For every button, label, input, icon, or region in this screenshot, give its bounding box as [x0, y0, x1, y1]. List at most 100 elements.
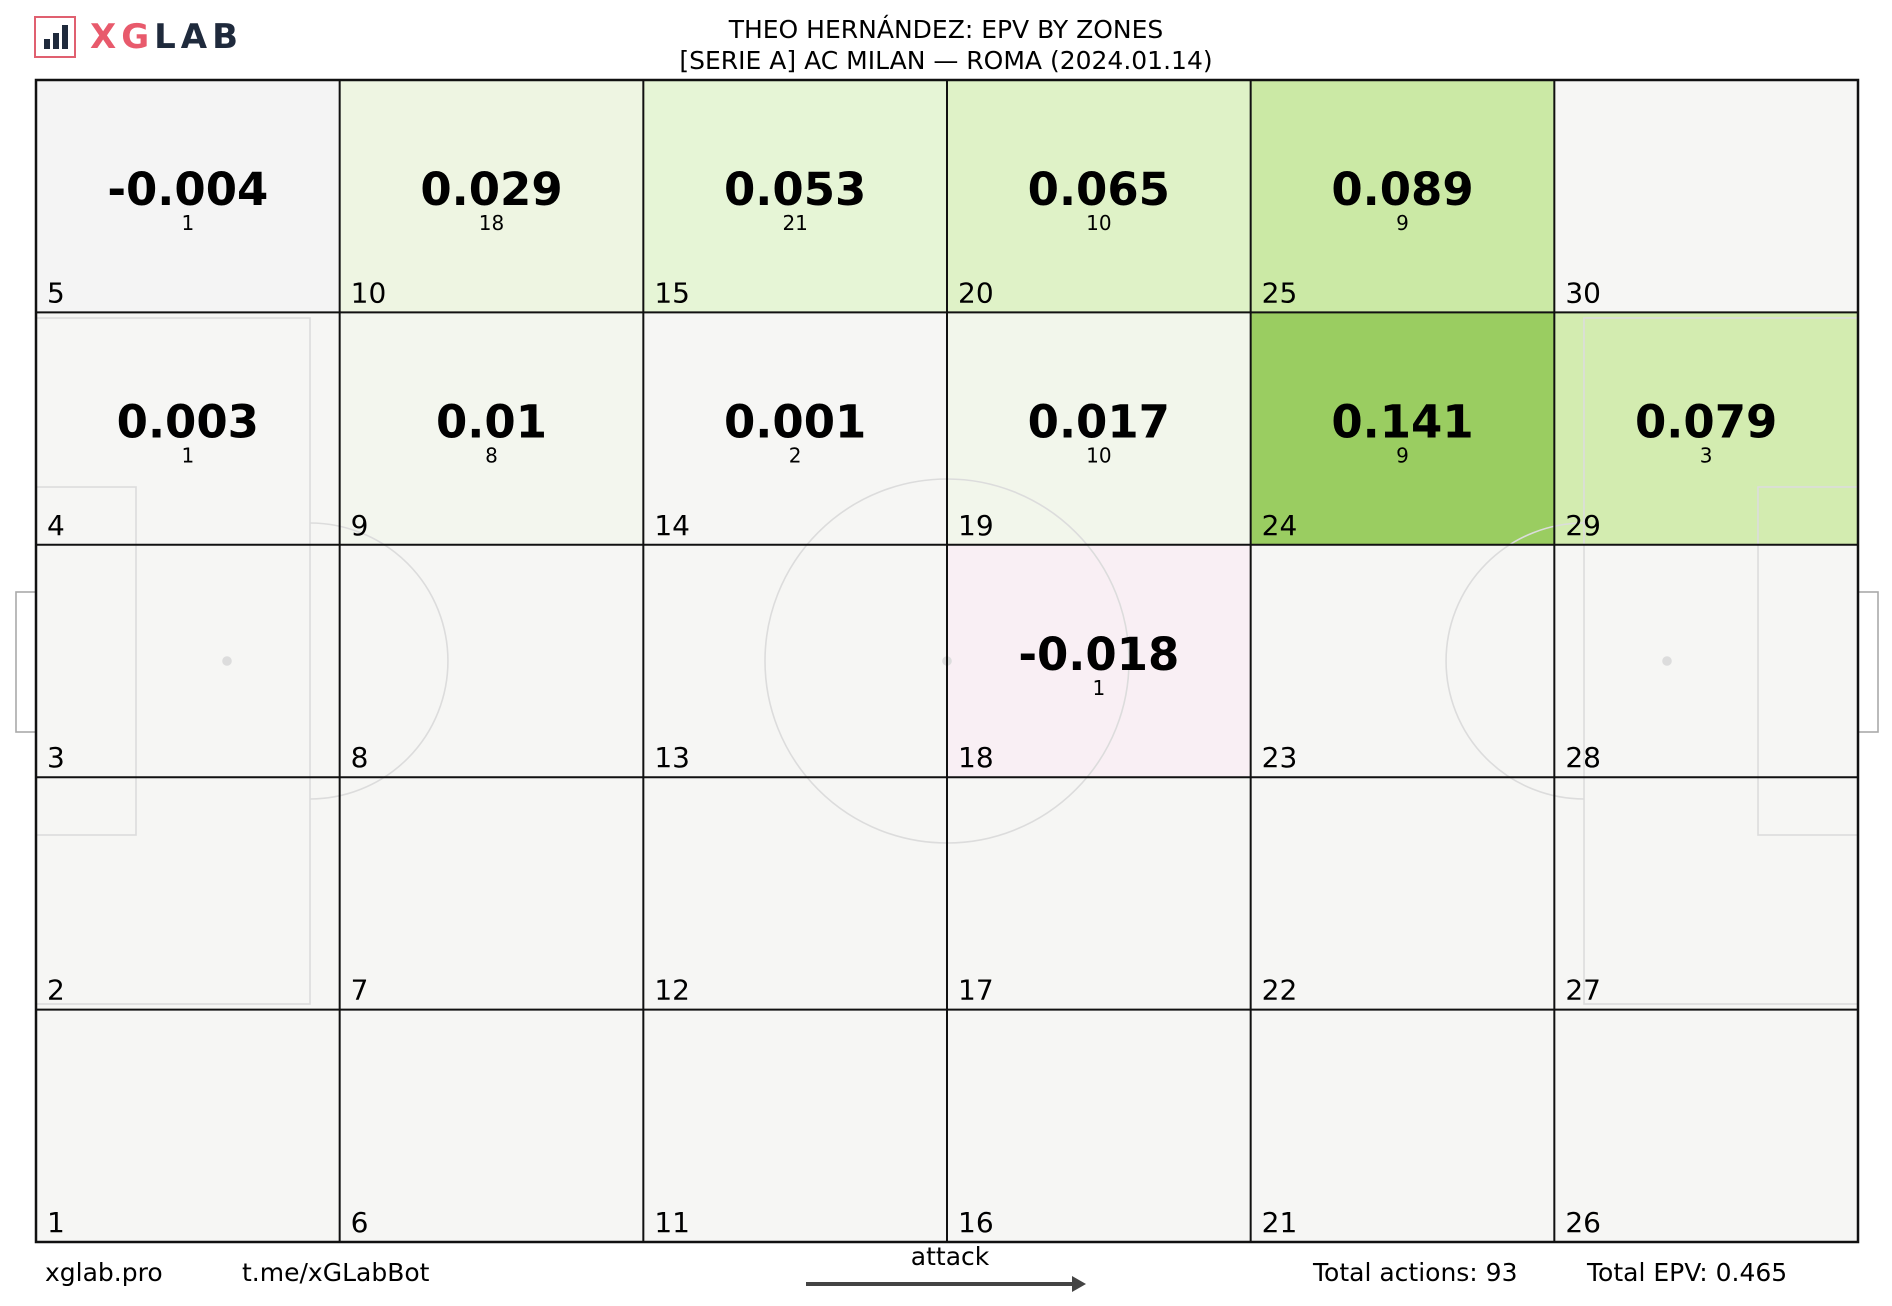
footer-total-epv: Total EPV: 0.465: [1587, 1258, 1788, 1287]
zone-epv-value: 0.053: [724, 163, 866, 216]
zone-cell-26: [1554, 1009, 1858, 1242]
footer-site: xglab.pro: [45, 1258, 163, 1287]
brand-wordmark: XGLAB: [90, 17, 244, 57]
pitch-border: [34, 78, 1860, 1244]
zone-number: 20: [958, 276, 994, 309]
zone-cell-3: [36, 544, 340, 778]
zone-actions-count: 1: [1092, 676, 1105, 700]
left-penalty-arc: [309, 522, 449, 800]
zone-number: 1: [47, 1206, 65, 1239]
bar-chart-icon: [34, 16, 76, 58]
zone-cell-10: [339, 80, 644, 313]
zone-cell-25: [1250, 80, 1555, 313]
zone-epv-value: -0.018: [1018, 628, 1179, 681]
zone-number: 9: [351, 509, 369, 542]
zone-grid: [34, 78, 1860, 1244]
zone-number: 11: [654, 1206, 690, 1239]
zone-number: 24: [1262, 509, 1298, 542]
zone-actions-count: 18: [479, 211, 504, 235]
title-line-2: [SERIE A] AC MILAN — ROMA (2024.01.14): [679, 46, 1213, 75]
zone-cell-17: [947, 777, 1251, 1010]
left-goal: [15, 591, 37, 733]
zone-number: 14: [654, 509, 690, 542]
zone-cell-18: [947, 544, 1251, 778]
zone-cell-14: [643, 312, 947, 545]
zone-epv-value: 0.029: [420, 163, 562, 216]
attack-arrow-icon: [806, 1276, 1086, 1292]
zone-number: 12: [654, 974, 690, 1007]
zone-number: 25: [1262, 276, 1298, 309]
zone-cell-22: [1250, 777, 1555, 1010]
zone-cell-9: [339, 312, 644, 545]
zone-epv-value: 0.003: [117, 395, 259, 448]
zone-epv-value: 0.141: [1331, 395, 1473, 448]
zone-cell-20: [947, 80, 1251, 313]
zone-cell-5: [36, 80, 340, 313]
zone-cell-16: [947, 1009, 1251, 1242]
brand-logo: XGLAB: [34, 14, 243, 60]
zone-actions-count: 8: [485, 443, 498, 467]
zone-epv-value: 0.065: [1028, 163, 1170, 216]
zone-number: 19: [958, 509, 994, 542]
right-goal: [1857, 591, 1879, 733]
zone-cell-30: [1554, 80, 1858, 313]
zone-cell-11: [643, 1009, 947, 1242]
zone-cell-27: [1554, 777, 1858, 1010]
left-penalty-spot: [222, 656, 232, 666]
chart-title: THEO HERNÁNDEZ: EPV BY ZONES [SERIE A] A…: [0, 14, 1892, 76]
zone-cell-13: [643, 544, 947, 778]
right-penalty-arc: [1445, 522, 1585, 800]
zone-number: 10: [351, 276, 387, 309]
zone-cell-19: [947, 312, 1251, 545]
zone-cells: [36, 80, 1858, 1242]
zone-number: 26: [1565, 1206, 1601, 1239]
zone-epv-value: -0.004: [107, 163, 268, 216]
footer-total-actions: Total actions: 93: [1313, 1258, 1518, 1287]
zone-cell-7: [339, 777, 644, 1010]
zone-cell-23: [1250, 544, 1555, 778]
zone-actions-count: 10: [1086, 211, 1111, 235]
zone-number: 4: [47, 509, 65, 542]
zone-cell-1: [36, 1009, 340, 1242]
zone-cell-29: [1554, 312, 1858, 545]
zone-actions-count: 3: [1700, 443, 1713, 467]
zone-actions-count: 10: [1086, 443, 1111, 467]
zone-number: 18: [958, 741, 994, 774]
right-penalty-spot: [1662, 656, 1672, 666]
zone-actions-count: 2: [789, 443, 802, 467]
zone-number: 16: [958, 1206, 994, 1239]
zone-cell-2: [36, 777, 340, 1010]
zone-actions-count: 9: [1396, 443, 1409, 467]
zone-cell-12: [643, 777, 947, 1010]
zone-number: 28: [1565, 741, 1601, 774]
zone-cell-4: [36, 312, 340, 545]
title-line-1: THEO HERNÁNDEZ: EPV BY ZONES: [728, 15, 1164, 44]
zone-cell-6: [339, 1009, 644, 1242]
zone-actions-count: 21: [782, 211, 807, 235]
zone-number: 3: [47, 741, 65, 774]
zone-number: 6: [351, 1206, 369, 1239]
zone-number: 5: [47, 276, 65, 309]
footer-telegram: t.me/xGLabBot: [242, 1258, 430, 1287]
zone-cell-28: [1554, 544, 1858, 778]
zone-epv-value: 0.017: [1028, 395, 1170, 448]
zone-number: 7: [351, 974, 369, 1007]
zone-actions-count: 1: [181, 211, 194, 235]
zone-number: 17: [958, 974, 994, 1007]
zone-number: 22: [1262, 974, 1298, 1007]
zone-labels: 5-0.0041100.02918150.05321200.06510250.0…: [47, 163, 1777, 1239]
zone-cell-24: [1250, 312, 1555, 545]
zone-actions-count: 1: [181, 443, 194, 467]
zone-number: 29: [1565, 509, 1601, 542]
zone-number: 15: [654, 276, 690, 309]
zone-epv-value: 0.079: [1635, 395, 1777, 448]
zone-number: 8: [351, 741, 369, 774]
zone-number: 2: [47, 974, 65, 1007]
zone-actions-count: 9: [1396, 211, 1409, 235]
zone-number: 23: [1262, 741, 1298, 774]
zone-cell-15: [643, 80, 947, 313]
zone-cell-8: [339, 544, 644, 778]
zone-number: 21: [1262, 1206, 1298, 1239]
zone-number: 27: [1565, 974, 1601, 1007]
